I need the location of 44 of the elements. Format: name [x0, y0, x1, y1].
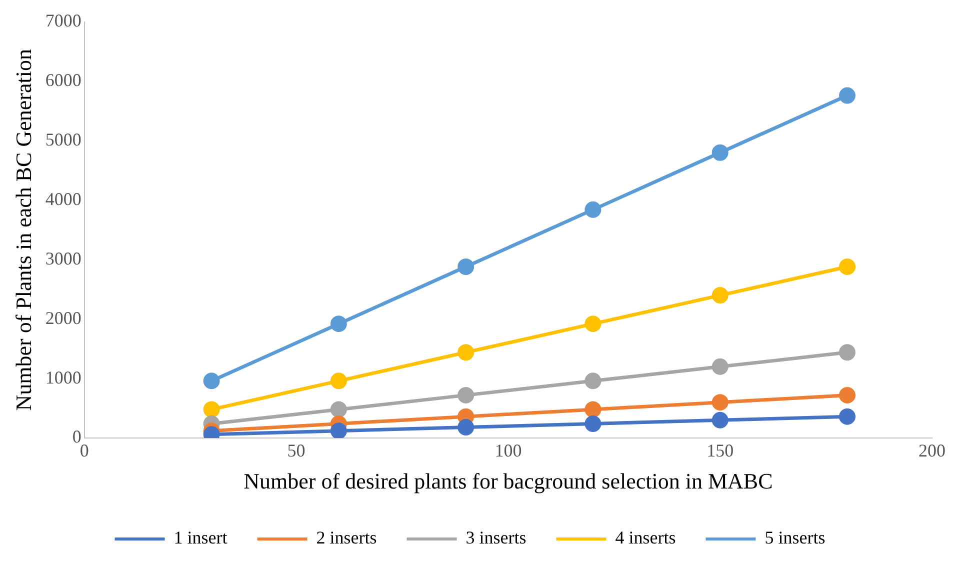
legend-label: 1 insert — [174, 528, 228, 548]
point — [838, 386, 856, 404]
legend-label: 2 inserts — [316, 528, 377, 548]
point — [712, 394, 728, 411]
point — [330, 372, 347, 390]
point — [584, 415, 602, 432]
point — [458, 419, 474, 436]
point — [584, 316, 602, 332]
legend-label: 4 inserts — [615, 528, 676, 548]
x-tick-label: 100 — [494, 440, 522, 461]
legend-label: 5 inserts — [764, 528, 826, 548]
point — [584, 401, 602, 418]
point — [330, 401, 347, 418]
point — [458, 344, 474, 361]
point — [584, 372, 602, 390]
point — [330, 422, 347, 438]
y-tick-label: 5000 — [45, 129, 82, 150]
point — [712, 144, 728, 161]
point — [838, 87, 856, 104]
point — [330, 316, 347, 332]
point — [712, 287, 728, 304]
y-tick-label: 7000 — [45, 10, 82, 31]
x-tick-label: 200 — [918, 440, 946, 461]
y-tick-label: 6000 — [45, 70, 82, 90]
y-tick-label: 2000 — [45, 308, 82, 328]
x-tick-label: 150 — [706, 440, 734, 461]
point — [838, 258, 856, 276]
point — [458, 258, 474, 276]
y-tick-label: 3000 — [45, 248, 82, 268]
point — [838, 344, 856, 361]
y-tick-label: 0 — [72, 426, 82, 447]
point — [203, 372, 220, 390]
y-tick-label: 4000 — [45, 188, 82, 209]
point — [838, 408, 856, 425]
x-axis-title: Number of desired plants for bacground selection in MABC — [244, 468, 773, 494]
point — [712, 412, 728, 428]
y-axis-title: Number of Plants in each BC Generation — [10, 49, 36, 411]
point — [584, 201, 602, 218]
point — [203, 401, 220, 418]
point — [458, 386, 474, 404]
x-tick-label: 50 — [287, 440, 306, 461]
y-tick-label: 1000 — [45, 367, 82, 388]
legend-label: 3 inserts — [466, 528, 526, 548]
point — [712, 358, 728, 375]
